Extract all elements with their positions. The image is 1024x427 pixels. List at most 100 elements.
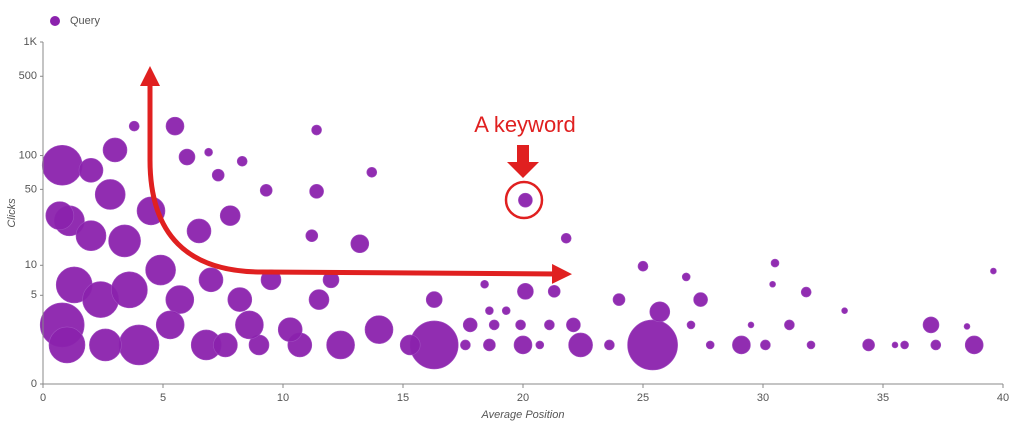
bubble: [311, 124, 322, 136]
bubble: [705, 340, 715, 350]
bubble: [747, 321, 755, 329]
bubble: [165, 116, 185, 136]
x-axis-title: Average Position: [481, 409, 565, 421]
bubble: [235, 310, 264, 340]
x-tick-label: 30: [757, 392, 769, 404]
bubble: [862, 338, 875, 352]
bubble: [513, 335, 533, 355]
bubble: [309, 184, 324, 199]
bubble: [128, 120, 140, 132]
bubble: [111, 271, 148, 309]
y-tick-label: 50: [25, 183, 37, 195]
bubble: [480, 279, 489, 289]
bubble: [518, 192, 533, 208]
bubble: [930, 339, 942, 351]
x-tick-label: 35: [877, 392, 889, 404]
bubble: [800, 286, 812, 298]
bubble: [89, 328, 122, 362]
bubble: [326, 330, 355, 360]
trend-arrow: [140, 66, 572, 284]
bubble: [649, 301, 671, 323]
bubble: [425, 291, 443, 308]
x-tick-label: 20: [517, 392, 529, 404]
bubble: [277, 317, 303, 342]
bubble: [964, 335, 984, 355]
bubble: [990, 267, 997, 275]
bubble: [308, 289, 330, 310]
bubble: [236, 155, 248, 167]
bubble: [198, 267, 224, 293]
bubble: [627, 319, 678, 371]
bubble: [118, 324, 160, 366]
bubble: [963, 323, 971, 330]
bubble: [693, 292, 708, 307]
annotation-arrows: [140, 66, 572, 284]
y-tick-label: 5: [31, 289, 37, 301]
y-tick-label: 100: [19, 149, 37, 161]
x-tick-label: 10: [277, 392, 289, 404]
bubble: [78, 157, 104, 183]
bubble: [145, 254, 176, 286]
bubble: [544, 319, 555, 331]
bubble: [178, 148, 196, 166]
bubble: [501, 306, 511, 315]
bubble: [483, 338, 496, 352]
keyword-circle: [504, 180, 544, 220]
legend-label[interactable]: Query: [70, 15, 100, 27]
bubble: [535, 340, 545, 350]
bubble: [462, 317, 478, 333]
bubble: [784, 319, 795, 331]
x-tick-label: 40: [997, 392, 1009, 404]
bubble: [102, 137, 128, 163]
bubble: [760, 339, 771, 351]
bubble: [770, 258, 780, 268]
bubble: [350, 234, 370, 254]
bubble: [364, 315, 394, 344]
bubble: [204, 147, 213, 157]
x-tick-label: 5: [160, 392, 166, 404]
bubble: [515, 319, 526, 331]
bubble: [485, 306, 494, 315]
bubble: [211, 168, 225, 182]
bubble: [681, 272, 691, 282]
bubble: [155, 310, 185, 340]
y-axis-title: Clicks: [6, 198, 18, 228]
bubble: [45, 201, 75, 230]
bubble: [94, 179, 126, 210]
y-tick-label: 10: [25, 259, 37, 271]
legend-marker: [50, 16, 60, 26]
y-tick-label: 1K: [24, 36, 38, 48]
bubble: [560, 232, 572, 244]
x-tick-label: 15: [397, 392, 409, 404]
bubble: [219, 205, 241, 226]
bubble: [186, 218, 212, 244]
bubble: [547, 285, 561, 298]
bubble: [604, 339, 615, 351]
legend: Query: [50, 15, 100, 27]
bubble: [900, 340, 909, 350]
bubble: [41, 144, 83, 186]
bubble: [259, 184, 273, 197]
bubble: [165, 285, 195, 314]
annotation-text: A keyword: [474, 112, 576, 137]
bubble: [227, 287, 253, 312]
bubble: [108, 224, 141, 258]
bubble: [48, 326, 86, 364]
bubble: [488, 319, 500, 331]
bubble: [568, 332, 593, 358]
bubble: [922, 316, 940, 334]
bubble: [566, 317, 581, 333]
x-tick-label: 25: [637, 392, 649, 404]
bubble: [399, 334, 421, 356]
bubble: [366, 166, 378, 178]
x-tick-label: 0: [40, 392, 46, 404]
bubble: [891, 341, 899, 349]
y-tick-label: 0: [31, 378, 37, 390]
bubble: [686, 320, 696, 330]
y-tick-label: 500: [19, 70, 37, 82]
bubble: [841, 307, 848, 314]
bubble: [305, 229, 319, 243]
bubble: [75, 220, 107, 252]
bubble: [806, 340, 816, 350]
